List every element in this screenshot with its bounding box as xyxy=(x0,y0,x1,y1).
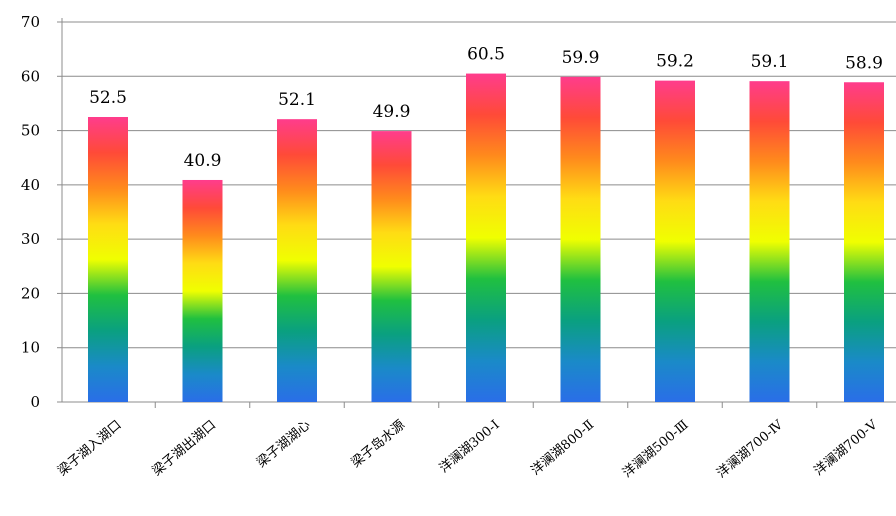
x-axis xyxy=(62,401,896,408)
bar xyxy=(371,131,412,402)
category-label: 洋澜湖500-Ⅲ xyxy=(620,418,691,481)
y-tick-label: 30 xyxy=(21,230,40,248)
data-label: 52.5 xyxy=(89,88,127,108)
y-axis: 0 10 20 30 40 50 60 70 xyxy=(21,13,63,411)
category-label: 洋澜湖700-Ⅳ xyxy=(714,417,787,481)
data-label: 59.1 xyxy=(751,52,789,72)
data-label: 58.9 xyxy=(845,53,883,73)
data-label: 40.9 xyxy=(184,151,222,171)
bar xyxy=(182,179,223,402)
category-label: 梁子湖湖心 xyxy=(254,418,313,471)
data-label: 60.5 xyxy=(467,45,505,65)
data-label: 59.2 xyxy=(656,52,694,72)
y-tick-label: 20 xyxy=(21,284,40,302)
data-label: 52.1 xyxy=(278,90,316,110)
bar xyxy=(277,119,317,403)
category-label: 梁子岛水源 xyxy=(348,417,408,471)
y-tick-label: 10 xyxy=(21,339,40,357)
bar xyxy=(466,73,506,403)
bar xyxy=(844,82,884,402)
category-label: 梁子湖入湖口 xyxy=(55,418,124,480)
y-tick-label: 40 xyxy=(21,176,40,194)
bar xyxy=(560,76,601,402)
category-label: 梁子湖出湖口 xyxy=(150,418,219,480)
category-label: 洋澜湖700-Ⅴ xyxy=(811,417,881,479)
category-labels: 梁子湖入湖口 梁子湖出湖口 梁子湖湖心 梁子岛水源 洋澜湖300-Ⅰ 洋澜湖800-Ⅱ 洋澜… xyxy=(55,417,881,481)
category-label: 洋澜湖800-Ⅱ xyxy=(528,417,597,478)
y-tick-label: 70 xyxy=(21,13,40,31)
bar xyxy=(88,117,128,402)
data-label: 49.9 xyxy=(373,102,411,122)
y-tick-label: 60 xyxy=(21,67,40,85)
data-labels: 52.5 40.9 52.1 49.9 60.5 59.9 59.2 59.1 58.9 xyxy=(89,45,883,171)
y-tick-label: 0 xyxy=(30,393,40,411)
bar xyxy=(749,81,790,403)
bar xyxy=(655,80,695,402)
bars xyxy=(88,73,884,403)
y-tick-label: 50 xyxy=(21,122,40,140)
data-label: 59.9 xyxy=(562,48,600,68)
category-label: 洋澜湖300-Ⅰ xyxy=(437,418,503,477)
